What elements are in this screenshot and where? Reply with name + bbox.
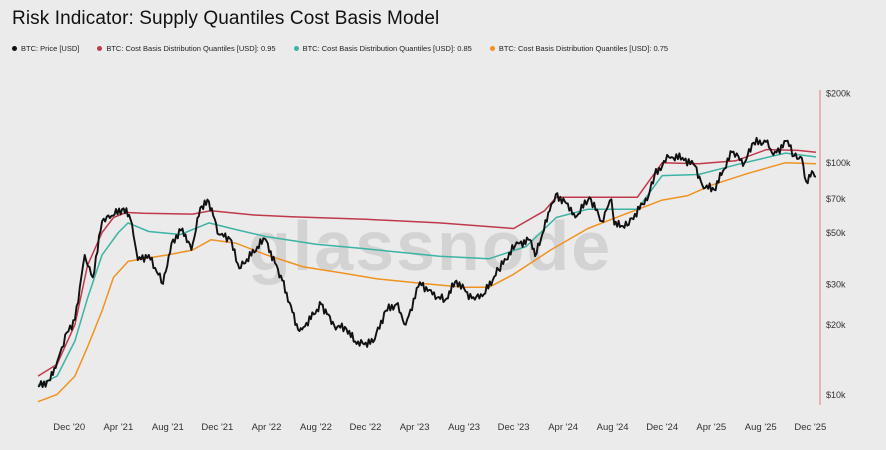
legend-item-price[interactable]: BTC: Price [USD] xyxy=(12,44,79,53)
watermark: glassnode xyxy=(248,207,612,285)
x-tick-label: Apr '24 xyxy=(548,422,578,433)
chart-title: Risk Indicator: Supply Quantiles Cost Ba… xyxy=(12,8,440,29)
legend-label-price: BTC: Price [USD] xyxy=(21,44,80,53)
series-line-q75 xyxy=(37,161,817,403)
x-tick-label: Aug '24 xyxy=(597,422,629,433)
y-tick-label: $70k xyxy=(826,194,846,204)
x-tick-label: Aug '22 xyxy=(300,422,332,433)
legend: BTC: Price [USD] BTC: Cost Basis Distrib… xyxy=(12,44,668,53)
legend-dot-price xyxy=(12,46,17,51)
legend-label-q95: BTC: Cost Basis Distribution Quantiles [… xyxy=(106,44,276,53)
x-tick-label: Aug '23 xyxy=(448,422,480,433)
x-tick-label: Apr '21 xyxy=(103,422,133,433)
y-tick-label: $30k xyxy=(826,279,846,289)
legend-item-q95[interactable]: BTC: Cost Basis Distribution Quantiles [… xyxy=(97,44,276,53)
x-tick-label: Aug '25 xyxy=(745,422,777,433)
y-tick-label: $50k xyxy=(826,228,846,238)
legend-dot-q85 xyxy=(293,46,299,51)
series-line-price xyxy=(37,136,817,389)
legend-dot-q75 xyxy=(489,46,495,51)
x-tick-label: Dec '22 xyxy=(350,422,382,433)
legend-item-q85[interactable]: BTC: Cost Basis Distribution Quantiles [… xyxy=(293,44,472,53)
x-tick-label: Dec '21 xyxy=(201,422,233,433)
x-tick-label: Apr '25 xyxy=(696,422,726,433)
legend-dot-q95 xyxy=(97,46,103,51)
y-tick-label: $10k xyxy=(826,390,846,400)
legend-label-q75: BTC: Cost Basis Distribution Quantiles [… xyxy=(498,44,669,53)
x-tick-label: Dec '25 xyxy=(794,422,826,433)
series-line-q95 xyxy=(37,148,817,377)
series-line-q85 xyxy=(37,152,817,386)
x-tick-label: Dec '23 xyxy=(498,422,530,433)
y-tick-label: $20k xyxy=(826,320,846,330)
y-tick-label: $200k xyxy=(826,89,851,99)
y-tick-label: $100k xyxy=(826,158,851,168)
series-layer xyxy=(37,136,817,403)
x-tick-label: Apr '23 xyxy=(400,422,430,433)
x-tick-label: Apr '22 xyxy=(252,422,282,433)
legend-label-q85: BTC: Cost Basis Distribution Quantiles [… xyxy=(302,44,472,53)
x-tick-label: Dec '20 xyxy=(53,422,85,433)
legend-item-q75[interactable]: BTC: Cost Basis Distribution Quantiles [… xyxy=(489,44,669,53)
x-tick-label: Dec '24 xyxy=(646,422,678,433)
x-axis: Dec '20 Apr '21 Aug '21 Dec '21 Apr '22 Aug '… xyxy=(53,422,826,433)
y-axis: $10k $20k $30k $50k $70k $100k $200k xyxy=(826,89,851,400)
x-tick-label: Aug '21 xyxy=(152,422,184,433)
